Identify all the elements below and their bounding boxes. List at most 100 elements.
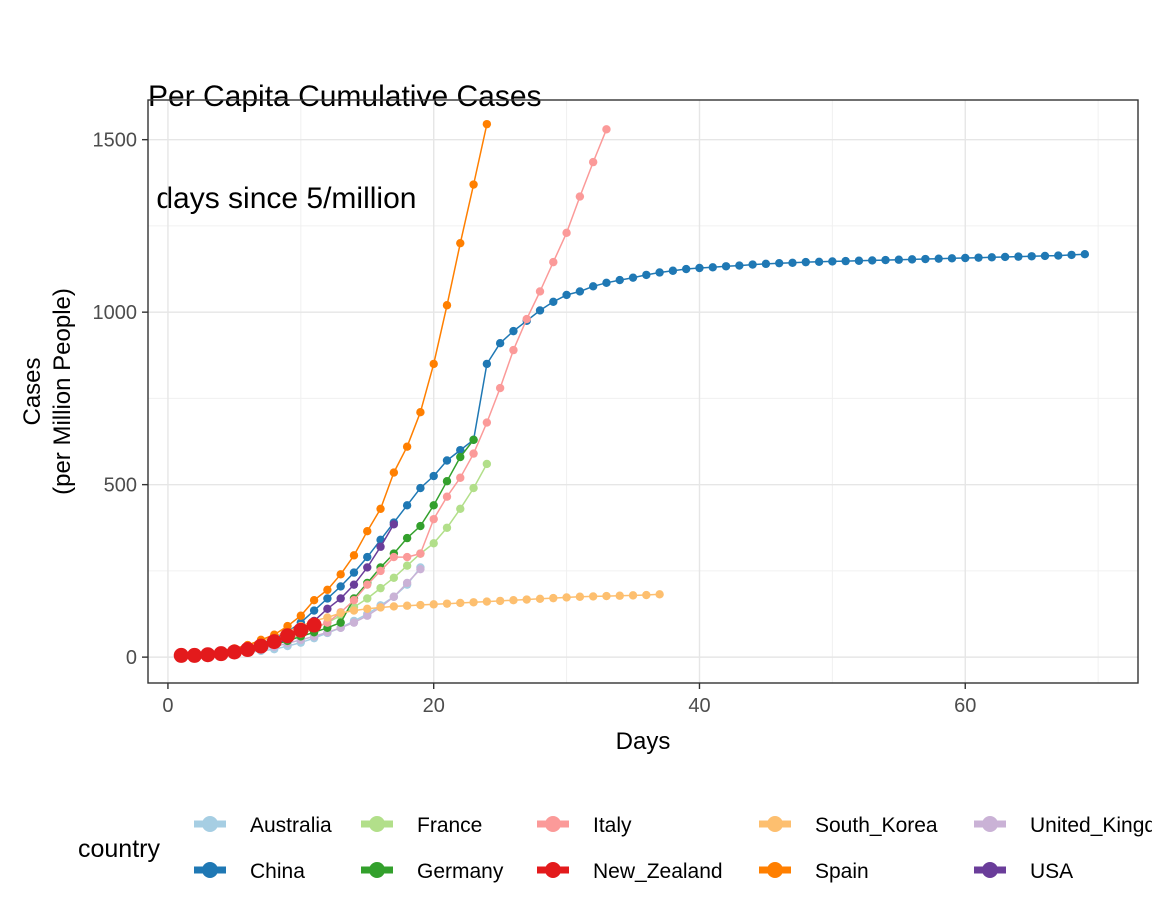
data-point bbox=[456, 238, 465, 248]
grid-lines bbox=[148, 100, 1138, 683]
data-point bbox=[1080, 250, 1090, 259]
legend-item-china: China bbox=[194, 860, 305, 883]
legend-item-germany: Germany bbox=[361, 860, 504, 883]
data-point bbox=[187, 647, 203, 663]
legend-key-point bbox=[545, 816, 561, 832]
data-point bbox=[323, 585, 332, 595]
legend-key-point bbox=[369, 862, 385, 878]
data-point bbox=[349, 580, 359, 589]
data-point bbox=[389, 552, 399, 562]
data-point bbox=[482, 359, 492, 369]
legend-label: China bbox=[250, 860, 305, 883]
legend-item-usa: USA bbox=[974, 860, 1073, 883]
data-point bbox=[363, 552, 372, 562]
data-point bbox=[748, 260, 757, 269]
data-point bbox=[416, 564, 425, 574]
data-point bbox=[549, 593, 558, 603]
data-point bbox=[828, 257, 837, 266]
legend-label: Germany bbox=[417, 860, 504, 883]
data-point bbox=[336, 594, 345, 603]
data-point bbox=[336, 618, 345, 627]
data-point bbox=[336, 570, 345, 579]
data-point bbox=[266, 634, 282, 650]
legend-label: United_Kingdom bbox=[1030, 814, 1152, 837]
legend: country Australia China France Germany Italy N… bbox=[78, 814, 1152, 883]
data-point bbox=[588, 282, 598, 291]
data-point bbox=[588, 592, 598, 601]
data-point bbox=[495, 339, 505, 348]
data-point bbox=[323, 613, 332, 622]
data-point bbox=[775, 258, 784, 268]
data-point bbox=[173, 647, 189, 663]
data-point bbox=[974, 253, 983, 262]
data-point bbox=[296, 611, 306, 620]
data-point bbox=[562, 290, 571, 300]
legend-key-point bbox=[767, 862, 783, 878]
y-tick-label: 1500 bbox=[93, 130, 138, 152]
legend-key-point bbox=[369, 816, 385, 832]
data-point bbox=[628, 273, 638, 282]
data-point bbox=[349, 606, 359, 615]
data-point bbox=[363, 527, 372, 536]
data-point bbox=[602, 278, 611, 288]
series-line bbox=[181, 123, 488, 657]
data-point bbox=[509, 326, 518, 336]
data-point bbox=[535, 594, 545, 604]
data-point bbox=[535, 287, 545, 296]
data-point bbox=[442, 599, 452, 608]
data-point bbox=[363, 611, 372, 620]
data-point bbox=[429, 600, 438, 609]
data-point bbox=[456, 504, 465, 513]
y-tick-label: 1000 bbox=[93, 302, 138, 324]
data-point bbox=[695, 263, 704, 273]
data-point bbox=[469, 180, 478, 189]
data-point bbox=[549, 257, 558, 267]
legend-label: Spain bbox=[815, 860, 869, 883]
legend-key-point bbox=[982, 862, 998, 878]
series-spain bbox=[177, 119, 492, 660]
data-point bbox=[522, 595, 531, 604]
legend-title: country bbox=[78, 835, 160, 863]
y-axis-title-line-2: (per Million People) bbox=[49, 288, 76, 495]
data-point bbox=[363, 580, 372, 589]
data-point bbox=[336, 582, 345, 591]
data-point bbox=[402, 552, 412, 562]
data-point bbox=[389, 520, 399, 529]
legend-item-australia: Australia bbox=[194, 814, 332, 837]
legend-label: South_Korea bbox=[815, 814, 938, 837]
data-point bbox=[1067, 250, 1076, 260]
data-point bbox=[402, 601, 412, 610]
data-point bbox=[894, 255, 904, 264]
data-point bbox=[482, 597, 492, 606]
legend-item-united-kingdom: United_Kingdom bbox=[974, 814, 1152, 837]
data-point bbox=[416, 483, 425, 493]
data-point bbox=[575, 287, 585, 296]
data-point bbox=[456, 598, 465, 608]
data-point bbox=[456, 473, 465, 482]
data-point bbox=[987, 253, 997, 262]
data-point bbox=[416, 521, 425, 531]
chart-title-line-1: Per Capita Cumulative Cases bbox=[148, 80, 542, 113]
data-point bbox=[240, 642, 256, 658]
data-point bbox=[456, 452, 465, 462]
legend-key-point bbox=[545, 862, 561, 878]
data-point bbox=[615, 275, 624, 285]
data-point bbox=[363, 604, 372, 614]
chart-title: Per Capita Cumulative Cases days since 5… bbox=[148, 12, 542, 250]
data-point bbox=[429, 501, 438, 510]
data-point bbox=[402, 561, 412, 570]
data-point bbox=[801, 257, 810, 267]
data-point bbox=[456, 445, 465, 455]
legend-key-point bbox=[982, 816, 998, 832]
data-point bbox=[642, 590, 651, 600]
data-point bbox=[469, 435, 478, 444]
data-point bbox=[349, 568, 359, 577]
data-point bbox=[323, 594, 332, 603]
data-point bbox=[389, 573, 399, 582]
data-point bbox=[336, 608, 345, 618]
y-tick-label: 500 bbox=[104, 475, 137, 497]
legend-key-point bbox=[767, 816, 783, 832]
data-point bbox=[721, 262, 731, 271]
data-point bbox=[416, 549, 425, 558]
